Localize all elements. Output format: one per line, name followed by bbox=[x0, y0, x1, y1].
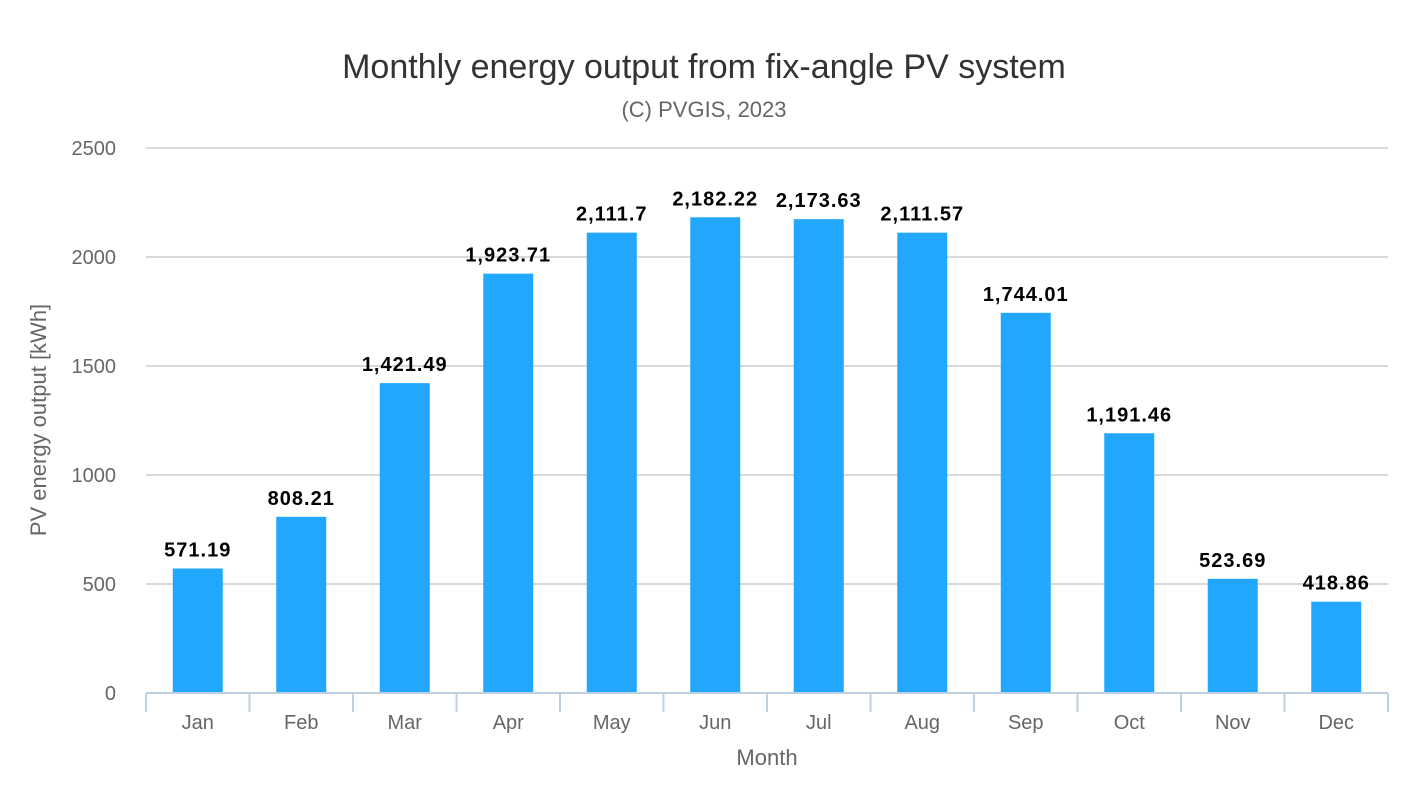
y-tick-label: 2500 bbox=[72, 138, 117, 160]
data-label: 571.19 bbox=[164, 539, 231, 561]
data-label: 1,421.49 bbox=[362, 354, 448, 376]
data-label: 2,111.7 bbox=[576, 204, 648, 226]
data-label: 808.21 bbox=[268, 488, 335, 510]
x-tick-label: Feb bbox=[284, 712, 318, 734]
y-axis-title: PV energy output [kWh] bbox=[26, 304, 51, 536]
data-label: 418.86 bbox=[1303, 573, 1370, 595]
x-tick-label: May bbox=[593, 712, 631, 734]
y-axis-ticks: 0 500 1000 1500 2000 2500 bbox=[72, 138, 117, 705]
bar-nov bbox=[1207, 578, 1258, 693]
y-tick-label: 2000 bbox=[72, 247, 117, 269]
gridlines bbox=[146, 147, 1388, 585]
x-tick-label: Aug bbox=[904, 712, 940, 734]
data-label: 1,191.46 bbox=[1086, 404, 1172, 426]
x-axis-title: Month bbox=[736, 745, 797, 770]
bar-aug bbox=[897, 232, 948, 693]
data-labels: 571.19 808.21 1,421.49 1,923.71 2,111.7 2,182… bbox=[164, 188, 1370, 595]
bar-may bbox=[586, 232, 637, 693]
x-tick-label: Sep bbox=[1008, 712, 1044, 734]
bar-apr bbox=[483, 273, 534, 693]
bar-feb bbox=[276, 516, 327, 693]
bars bbox=[172, 217, 1362, 693]
y-tick-label: 500 bbox=[83, 574, 116, 596]
bar-jan bbox=[172, 568, 223, 693]
x-tick-label: Jul bbox=[806, 712, 832, 734]
bar-jul bbox=[793, 219, 844, 693]
bar-dec bbox=[1311, 601, 1362, 693]
x-tick-label: Nov bbox=[1215, 712, 1251, 734]
bar-oct bbox=[1104, 433, 1155, 693]
y-tick-label: 1000 bbox=[72, 465, 117, 487]
y-tick-label: 1500 bbox=[72, 356, 117, 378]
y-tick-label: 0 bbox=[105, 683, 116, 705]
x-tick-label: Dec bbox=[1318, 712, 1354, 734]
x-axis: Jan Feb Mar Apr May Jun Jul Aug Sep Oct Nov Dec bbox=[145, 692, 1389, 734]
x-tick-label: Mar bbox=[388, 712, 423, 734]
chart-title: Monthly energy output from fix-angle PV … bbox=[342, 48, 1066, 86]
data-label: 1,923.71 bbox=[465, 245, 551, 267]
data-label: 523.69 bbox=[1199, 550, 1266, 572]
chart-subtitle: (C) PVGIS, 2023 bbox=[621, 97, 786, 122]
x-tick-label: Jan bbox=[182, 712, 214, 734]
x-tick-label: Jun bbox=[699, 712, 731, 734]
bar-jun bbox=[690, 217, 741, 693]
data-label: 2,173.63 bbox=[776, 190, 862, 212]
bar-mar bbox=[379, 383, 430, 693]
data-label: 2,111.57 bbox=[880, 204, 964, 226]
bar-sep bbox=[1000, 312, 1051, 693]
x-tick-label: Oct bbox=[1114, 712, 1146, 734]
data-label: 1,744.01 bbox=[983, 284, 1069, 306]
x-tick-label: Apr bbox=[493, 712, 524, 734]
data-label: 2,182.22 bbox=[672, 188, 758, 210]
